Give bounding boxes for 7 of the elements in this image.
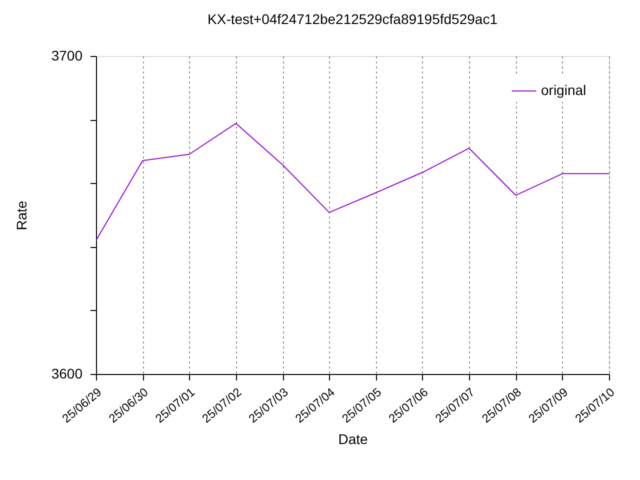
x-axis-title: Date bbox=[338, 430, 368, 447]
legend-label: original bbox=[541, 82, 586, 98]
chart-title: KX-test+04f24712be212529cfa89195fd529ac1 bbox=[208, 11, 498, 27]
line-series bbox=[96, 122, 609, 241]
y-tick-label: 3700 bbox=[51, 48, 83, 64]
y-tick-label: 3600 bbox=[51, 366, 83, 382]
y-axis-title: Rate bbox=[13, 200, 30, 230]
